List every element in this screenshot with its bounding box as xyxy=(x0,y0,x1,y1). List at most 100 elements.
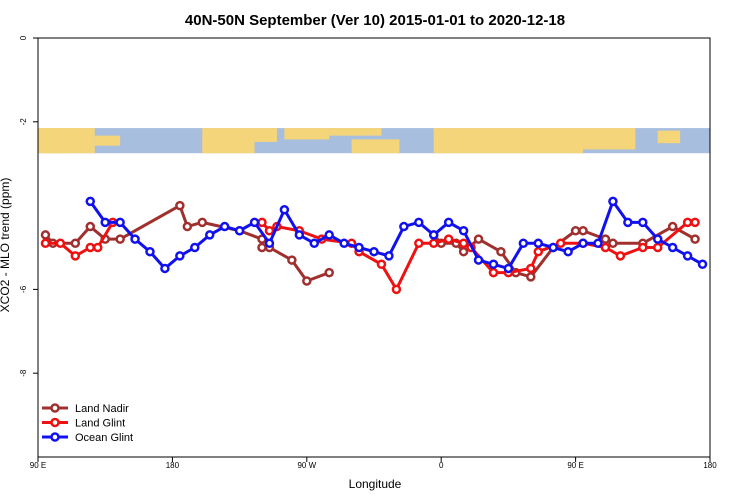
data-point xyxy=(100,217,110,228)
data-point xyxy=(615,251,626,261)
data-point xyxy=(354,242,364,253)
map-land xyxy=(40,128,71,154)
data-point xyxy=(414,217,424,228)
x-tick-label: 180 xyxy=(703,461,717,470)
y-tick-label: -2 xyxy=(19,118,28,126)
data-point xyxy=(697,259,708,270)
data-point xyxy=(369,246,379,257)
data-point xyxy=(85,242,96,253)
data-point xyxy=(70,238,81,249)
data-point xyxy=(287,255,297,265)
data-point xyxy=(690,234,700,244)
data-point xyxy=(667,221,678,232)
data-point xyxy=(652,234,663,244)
map-land xyxy=(329,128,382,136)
data-point xyxy=(667,242,678,253)
x-tick-label: 180 xyxy=(166,461,180,470)
y-tick-label: -8 xyxy=(19,369,28,377)
map-land xyxy=(284,128,330,140)
x-tick-label: 0 xyxy=(439,461,444,470)
data-point xyxy=(428,230,439,240)
data-point xyxy=(40,238,51,249)
data-point xyxy=(428,238,439,249)
data-point xyxy=(182,221,193,232)
data-point xyxy=(190,242,200,253)
series-line xyxy=(432,225,696,279)
data-point xyxy=(458,238,469,249)
data-point xyxy=(324,267,334,278)
data-point xyxy=(130,234,140,244)
data-point xyxy=(55,238,66,249)
data-point xyxy=(264,238,275,249)
data-point xyxy=(175,251,185,261)
data-point xyxy=(443,217,454,228)
map-land xyxy=(351,139,400,154)
data-point xyxy=(391,284,402,295)
data-point xyxy=(496,246,506,257)
data-point xyxy=(458,246,469,257)
data-point xyxy=(578,238,588,249)
series-line xyxy=(44,204,330,283)
data-point xyxy=(279,205,290,215)
data-point xyxy=(249,217,260,228)
data-point xyxy=(458,225,469,236)
legend-marker xyxy=(50,403,60,413)
data-point xyxy=(488,267,499,278)
data-point xyxy=(145,246,155,257)
data-point xyxy=(257,242,267,253)
series-ocean-glint xyxy=(85,196,708,274)
x-axis-label: Longitude xyxy=(349,477,402,491)
y-tick-label: 0 xyxy=(19,35,28,40)
data-point xyxy=(600,242,611,253)
data-point xyxy=(608,196,618,207)
data-point xyxy=(600,234,611,244)
data-point xyxy=(70,251,81,261)
legend-marker xyxy=(50,432,60,442)
data-point xyxy=(376,259,387,270)
data-point xyxy=(324,230,334,240)
legend-label: Ocean Glint xyxy=(75,432,133,444)
data-point xyxy=(578,225,588,236)
data-point xyxy=(219,221,230,232)
data-point xyxy=(518,238,529,249)
series-land-nadir xyxy=(40,200,700,286)
map-land xyxy=(493,128,584,154)
data-point xyxy=(690,217,700,228)
map-land xyxy=(202,128,255,154)
data-point xyxy=(294,230,305,240)
data-point xyxy=(339,238,349,249)
data-point xyxy=(302,276,312,286)
data-point xyxy=(608,238,618,249)
map-land xyxy=(254,128,277,142)
data-point xyxy=(473,234,484,244)
y-axis-label: XCO2 - MLO trend (ppm) xyxy=(0,178,12,313)
plot-frame xyxy=(37,37,711,458)
data-point xyxy=(115,217,125,228)
data-point xyxy=(682,217,693,228)
x-tick-label: 90 W xyxy=(297,461,316,470)
data-point xyxy=(264,225,275,236)
data-point xyxy=(638,242,648,253)
x-tick-label: 90 E xyxy=(567,461,583,470)
data-point xyxy=(526,272,536,282)
data-point xyxy=(555,238,566,249)
data-point xyxy=(85,221,96,232)
data-point xyxy=(593,238,603,249)
data-point xyxy=(533,238,544,249)
data-point xyxy=(414,238,424,249)
chart-title: 40N-50N September (Ver 10) 2015-01-01 to… xyxy=(185,12,565,29)
data-point xyxy=(563,246,573,257)
data-point xyxy=(175,200,185,211)
legend-marker xyxy=(50,417,60,428)
data-point xyxy=(85,196,96,207)
data-point xyxy=(503,263,514,274)
map-land xyxy=(94,135,121,146)
data-point xyxy=(682,251,693,261)
series-land-glint xyxy=(40,217,700,295)
data-point xyxy=(533,246,544,257)
data-point xyxy=(309,238,320,249)
data-point xyxy=(204,230,215,240)
data-point xyxy=(652,242,663,253)
data-point xyxy=(160,263,170,274)
